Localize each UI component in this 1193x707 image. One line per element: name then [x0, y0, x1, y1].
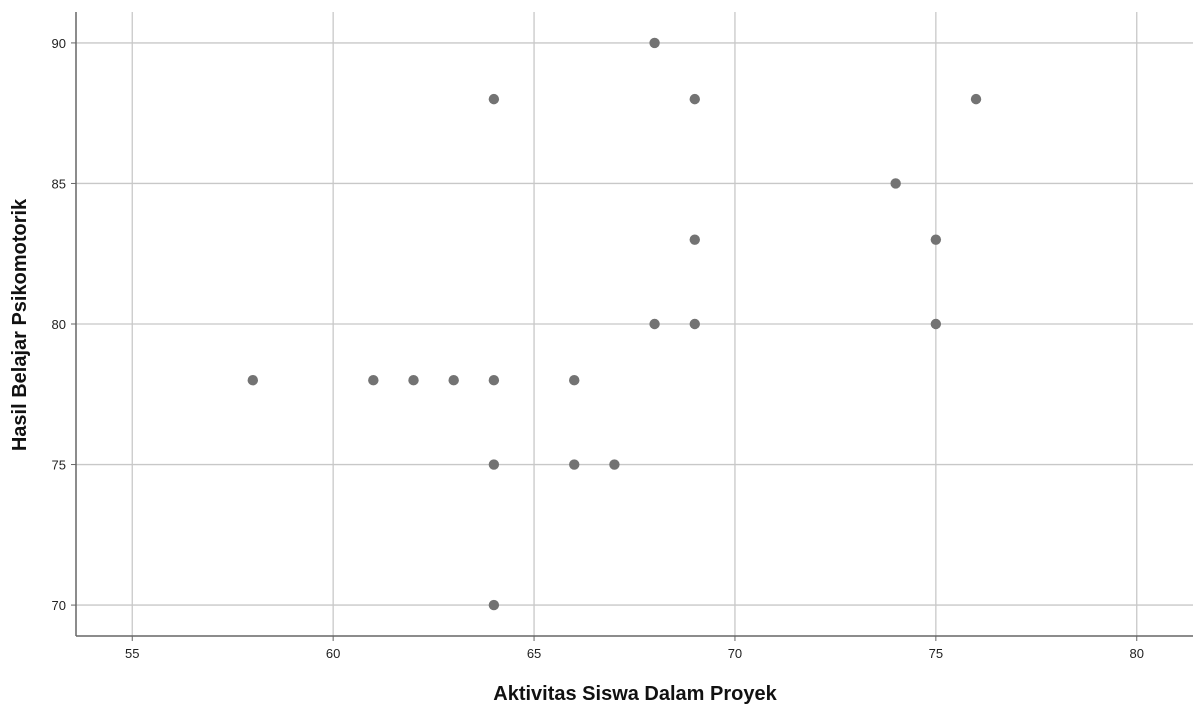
data-points — [247, 37, 982, 611]
x-tick-label: 70 — [728, 646, 742, 661]
grid-layer — [76, 12, 1193, 636]
x-tick-label: 75 — [929, 646, 943, 661]
y-tick-label: 70 — [52, 598, 66, 613]
data-point — [488, 599, 500, 611]
data-point — [488, 375, 500, 386]
data-point — [689, 93, 700, 105]
y-axis-title: Hasil Belajar Psikomotorik — [9, 198, 31, 451]
data-point — [689, 234, 700, 245]
data-point — [890, 178, 901, 189]
data-point — [408, 375, 419, 386]
x-tick-label: 80 — [1130, 646, 1144, 661]
x-tick-label: 60 — [326, 646, 340, 661]
data-point — [689, 318, 700, 330]
data-point — [569, 375, 580, 386]
data-point — [488, 93, 500, 105]
x-axis-title: Aktivitas Siswa Dalam Proyek — [493, 683, 777, 705]
data-point — [448, 375, 459, 386]
y-tick-label: 80 — [52, 317, 66, 332]
y-tick-label: 90 — [52, 36, 66, 51]
data-point — [488, 459, 500, 470]
data-point — [609, 459, 620, 470]
data-point — [368, 375, 379, 386]
y-tick-label: 85 — [52, 176, 66, 191]
data-point — [247, 375, 258, 386]
data-point — [569, 459, 580, 470]
x-tick-label: 65 — [527, 646, 541, 661]
data-point — [970, 93, 982, 105]
data-point — [930, 234, 942, 245]
tick-labels: 55 60 65 70 75 80 70 75 80 85 90 — [52, 36, 1144, 661]
data-point — [649, 318, 660, 330]
x-tick-label: 55 — [125, 646, 139, 661]
data-point — [930, 318, 942, 330]
y-tick-label: 75 — [52, 458, 66, 473]
data-point — [649, 37, 660, 49]
axes-layer — [71, 12, 1193, 641]
